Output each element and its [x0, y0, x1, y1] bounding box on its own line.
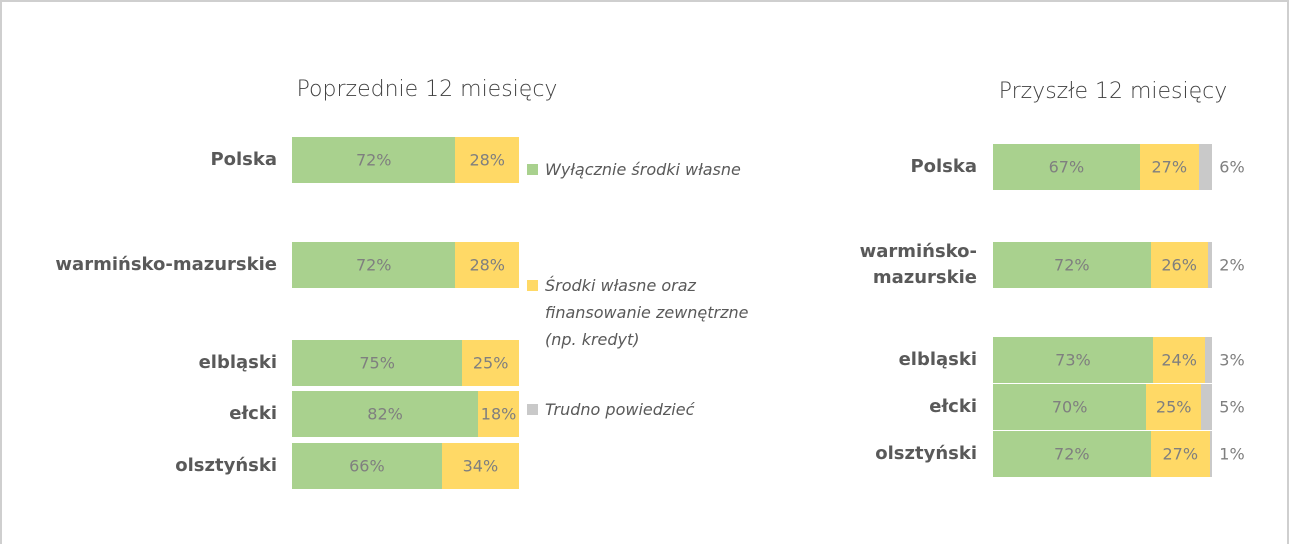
value-label: 34%: [462, 456, 499, 476]
bar-segment: [292, 242, 456, 288]
value-label: 72%: [355, 255, 392, 275]
value-label: 25%: [1155, 397, 1192, 417]
value-label: 2%: [1219, 255, 1245, 275]
bar-segment: [1146, 384, 1202, 430]
bar-segment: [292, 391, 479, 437]
value-label: 73%: [1055, 350, 1091, 370]
value-label: 25%: [472, 353, 509, 373]
value-label: 28%: [469, 255, 505, 275]
bar-segment: [993, 431, 1151, 477]
value-label: 6%: [1219, 157, 1245, 177]
value-label: 26%: [1161, 255, 1197, 275]
value-label: 75%: [359, 353, 395, 373]
bar-segment: [292, 443, 442, 489]
legend-label: Trudno powiedzieć: [545, 400, 695, 419]
category-label: elbląski: [198, 352, 277, 373]
value-label: 3%: [1219, 350, 1245, 370]
value-label: 18%: [480, 404, 517, 424]
chart-title: Przyszłe 12 miesięcy: [998, 79, 1228, 104]
bar-segment: [455, 242, 519, 288]
bar-segment: [455, 137, 519, 183]
bar-segment: [993, 384, 1147, 430]
category-label: Polska: [210, 149, 277, 170]
bar-segment: [993, 242, 1151, 288]
value-label: 24%: [1161, 350, 1197, 370]
bar-segment: [1150, 242, 1208, 288]
value-label: 66%: [349, 456, 385, 476]
category-label: ełcki: [229, 403, 277, 424]
legend-label: Wyłącznie środki własne: [545, 160, 741, 179]
chart-title: Poprzednie 12 miesięcy: [296, 77, 558, 102]
value-label: 67%: [1048, 157, 1085, 177]
value-label: 70%: [1051, 397, 1088, 417]
bar-segment: [292, 137, 456, 183]
bar-segment: [462, 340, 519, 386]
bar-segment: [993, 144, 1140, 190]
value-label: 27%: [1162, 444, 1199, 464]
category-label: warmińsko-mazurskie: [55, 254, 277, 275]
category-label: warmińsko-mazurskie: [859, 241, 977, 288]
bar-segment: [993, 337, 1153, 383]
category-label: olsztyński: [175, 455, 277, 476]
bar-segment: [1209, 431, 1212, 477]
bar-segment: [478, 391, 519, 437]
category-label: olsztyński: [875, 443, 977, 464]
bar-segment: [1150, 431, 1210, 477]
value-label: 82%: [367, 404, 403, 424]
bar-segment: [1152, 337, 1206, 383]
bar-segment: [1139, 144, 1199, 190]
category-label: elbląski: [898, 349, 977, 370]
legend-label: Środki własne oraz finansowanie zewnętrz…: [545, 276, 749, 349]
value-label: 1%: [1219, 444, 1245, 464]
value-label: 27%: [1151, 157, 1188, 177]
value-label: 5%: [1219, 397, 1245, 417]
value-label: 72%: [1054, 444, 1090, 464]
bar-segment: [1201, 384, 1212, 430]
legend-swatch: [527, 164, 538, 175]
value-label: 72%: [355, 150, 392, 170]
bar-segment: [1205, 337, 1212, 383]
bar-segment: [1207, 242, 1212, 288]
bar-segment: [292, 340, 463, 386]
value-label: 28%: [469, 150, 505, 170]
legend-swatch: [527, 404, 538, 415]
bar-segment: [441, 443, 519, 489]
legend-swatch: [527, 280, 538, 291]
category-label: Polska: [910, 156, 977, 177]
bar-segment: [1198, 144, 1212, 190]
value-label: 72%: [1054, 255, 1090, 275]
category-label: ełcki: [929, 396, 977, 417]
